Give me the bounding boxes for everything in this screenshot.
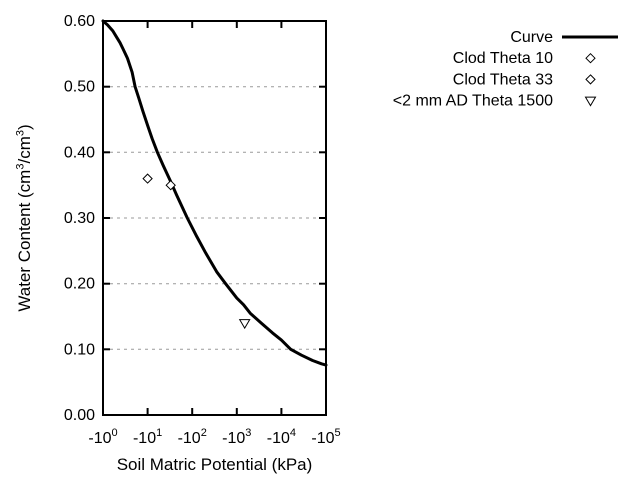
legend-marker-triangle-down — [584, 96, 597, 107]
y-tick-label: 0.40 — [64, 144, 95, 161]
y-label-text: Water Content (cm — [15, 169, 34, 312]
x-tick-label: -101 — [133, 427, 162, 447]
y-label-superscript: 3 — [14, 163, 27, 170]
y-tick-label: 0.20 — [64, 276, 95, 293]
y-label-text: /cm — [15, 136, 34, 164]
x-tick-label: -104 — [267, 427, 296, 447]
x-axis-label: Soil Matric Potential (kPa) — [116, 455, 313, 474]
legend-marker-diamond — [585, 74, 596, 85]
legend-label: <2 mm AD Theta 1500 — [393, 93, 553, 110]
legend-label: Curve — [510, 29, 553, 46]
plot-border — [102, 20, 327, 416]
x-tick-label: -102 — [178, 427, 207, 447]
x-tick-label: -100 — [88, 427, 117, 447]
curve-line — [101, 19, 328, 367]
y-tick-label: 0.60 — [64, 13, 95, 30]
y-label-text: ) — [15, 124, 34, 130]
y-tick-label: 0.50 — [64, 79, 95, 96]
data-point-triangle-down — [238, 319, 251, 330]
data-point-diamond — [165, 179, 176, 191]
y-tick-label: 0.30 — [64, 210, 95, 227]
y-axis-label: Water Content (cm3/cm3) — [14, 98, 39, 338]
legend-marker-diamond — [585, 52, 596, 64]
data-point-diamond — [142, 173, 153, 184]
y-tick-label: 0.00 — [64, 407, 95, 424]
x-tick-label: -105 — [311, 427, 340, 447]
legend-label: Clod Theta 33 — [453, 71, 553, 88]
x-tick-label: -103 — [222, 427, 251, 447]
legend-label: Clod Theta 10 — [453, 50, 553, 67]
y-label-superscript: 3 — [14, 130, 27, 137]
y-tick-label: 0.10 — [64, 341, 95, 358]
